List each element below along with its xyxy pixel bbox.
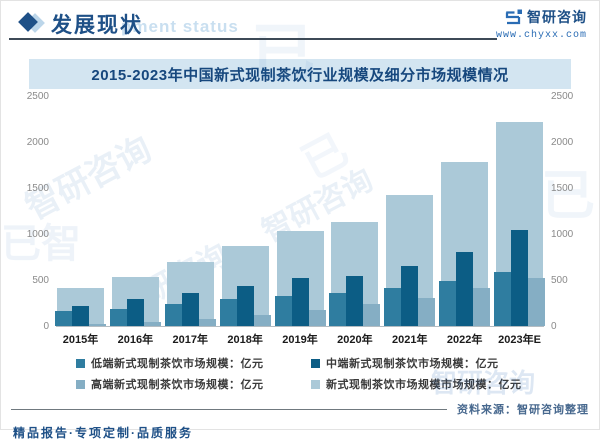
x-axis-labels: 2015年 2016年 2017年 2018年 2019年 2020年 2021年 2022年…	[56, 331, 544, 347]
y-axis-tick-left: 1000	[26, 229, 49, 240]
x-axis-label: 2023年E	[498, 334, 541, 346]
x-axis-label: 2021年	[392, 334, 428, 346]
high-end-bar	[143, 321, 161, 326]
mid-end-bar	[72, 305, 89, 326]
mid-end-bar	[126, 298, 144, 326]
section-title: 发展现状	[51, 14, 143, 37]
y-axis-tick-left: 500	[32, 275, 49, 286]
bar-group-2016年	[109, 97, 161, 326]
plot-area	[55, 97, 545, 327]
mid-end-bar	[511, 229, 528, 326]
footer-tagline: 精品报告·专项定制·品质服务	[13, 426, 193, 440]
y-axis-tick-left: 2500	[26, 91, 49, 102]
y-axis-tick-right: 2500	[551, 91, 574, 102]
mid-end-bar	[401, 266, 419, 326]
high-end-bar	[308, 310, 326, 326]
low-end-bar	[219, 298, 237, 326]
high-end-bar	[528, 278, 545, 326]
legend-swatch	[311, 379, 320, 389]
mid-end-bar	[456, 252, 474, 326]
bar-group-2017年	[164, 97, 216, 326]
low-end-bar	[55, 310, 72, 326]
header-ghost-text: pment status	[121, 17, 239, 36]
legend-item: 高端新式现制茶饮市场规模：亿元	[76, 376, 311, 392]
legend-label: 新式现制茶饮市场规模市场规模：亿元	[326, 379, 522, 391]
bar-group-2021年	[384, 97, 436, 326]
bar-group-2019年	[274, 97, 326, 326]
x-axis-label: 2019年	[282, 334, 318, 346]
high-end-bar	[473, 288, 491, 326]
chart-legend: 低端新式现制茶饮市场规模：亿元 中端新式现制茶饮市场规模：亿元高端新式现制茶饮市场…	[76, 355, 599, 392]
mid-end-bar	[181, 292, 199, 326]
brand-logo-icon	[505, 9, 522, 25]
legend-label: 高端新式现制茶饮市场规模：亿元	[91, 379, 264, 391]
x-axis-label: 2020年	[337, 334, 373, 346]
bar-group-2015年	[55, 97, 106, 326]
low-end-bar	[439, 280, 457, 326]
low-end-bar	[274, 295, 292, 326]
y-axis-tick-left: 1500	[26, 183, 49, 194]
x-axis-label: 2022年	[446, 334, 483, 346]
footer-divider	[11, 408, 447, 410]
bar-group-2018年	[219, 97, 271, 326]
legend-label: 中端新式现制茶饮市场规模：亿元	[326, 358, 499, 370]
y-axis-tick-right: 1500	[551, 183, 574, 194]
legend-swatch	[76, 379, 85, 389]
y-axis-tick-right: 500	[551, 275, 568, 286]
y-axis-tick-right: 2000	[551, 137, 574, 148]
chart-region: 2015年 2016年 2017年 2018年 2019年 2020年 2021年 2022年…	[1, 91, 599, 347]
low-end-bar	[494, 272, 511, 326]
bar-group-2020年	[329, 97, 381, 326]
x-axis-label: 2015年	[62, 334, 99, 346]
high-end-bar	[198, 318, 216, 326]
brand-name: 智研咨询	[527, 9, 587, 25]
legend-swatch	[76, 358, 85, 368]
footer: 资料来源：智研咨询整理	[11, 401, 589, 417]
mid-end-bar	[291, 278, 309, 326]
y-axis-tick-right: 0	[551, 321, 557, 332]
x-axis-label: 2017年	[172, 334, 208, 346]
legend-item: 新式现制茶饮市场规模市场规模：亿元	[311, 376, 561, 392]
high-end-bar	[418, 297, 436, 326]
low-end-bar	[329, 293, 347, 326]
mid-end-bar	[236, 285, 254, 326]
chart-title: 2015-2023年中国新式现制茶饮行业规模及细分市场规模情况	[91, 66, 509, 84]
y-axis-tick-right: 1000	[551, 229, 574, 240]
diamond-icon	[18, 12, 45, 33]
high-end-bar	[253, 314, 271, 326]
chart-title-band: 2015-2023年中国新式现制茶饮行业规模及细分市场规模情况	[29, 59, 571, 89]
x-axis-label: 2018年	[227, 334, 263, 346]
page-header: pment status 发展现状 智研咨询 www.chyxx.com	[1, 1, 599, 45]
low-end-bar	[109, 308, 127, 326]
brand-logo: 智研咨询 www.chyxx.com	[496, 7, 587, 41]
legend-item: 中端新式现制茶饮市场规模：亿元	[311, 355, 561, 371]
high-end-bar	[363, 304, 381, 326]
brand-url: www.chyxx.com	[495, 30, 587, 41]
mid-end-bar	[346, 276, 364, 326]
legend-item: 低端新式现制茶饮市场规模：亿元	[76, 355, 311, 371]
x-axis-label: 2016年	[117, 334, 154, 346]
data-source: 资料来源：智研咨询整理	[457, 404, 589, 416]
bar-group-2023年E	[494, 97, 545, 326]
y-axis-tick-left: 2000	[26, 137, 49, 148]
y-axis-tick-left: 0	[43, 321, 49, 332]
high-end-bar	[89, 324, 106, 326]
low-end-bar	[384, 287, 402, 326]
bar-group-2022年	[439, 97, 491, 326]
legend-label: 低端新式现制茶饮市场规模：亿元	[91, 358, 264, 370]
legend-swatch	[311, 358, 320, 368]
header-divider	[9, 38, 497, 40]
low-end-bar	[164, 303, 182, 326]
